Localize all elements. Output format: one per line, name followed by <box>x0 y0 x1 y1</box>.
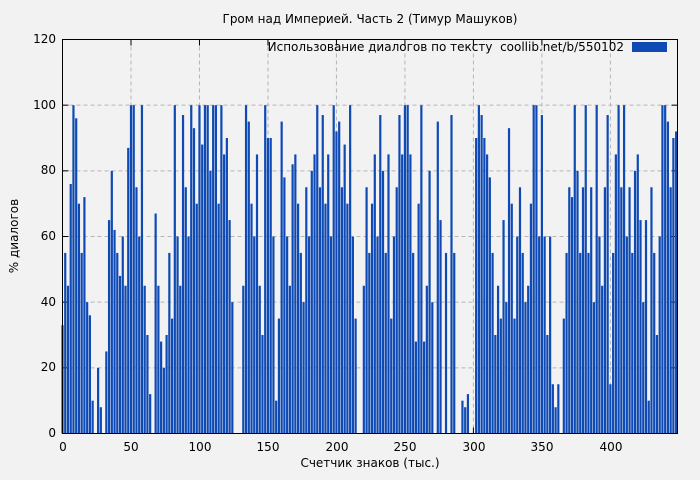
x-tick-label: 400 <box>599 440 623 454</box>
legend-swatch <box>632 42 667 52</box>
y-axis-title: % диалогов <box>7 198 21 274</box>
chart-title: Гром над Империей. Часть 2 (Тимур Машуко… <box>222 12 518 26</box>
x-tick-label: 250 <box>393 440 417 454</box>
x-tick-label: 300 <box>462 440 486 454</box>
y-tick-label: 100 <box>33 98 56 112</box>
x-tick-label: 350 <box>530 440 554 454</box>
y-tick-label: 120 <box>33 32 56 46</box>
x-tick-label: 150 <box>256 440 280 454</box>
x-tick-label: 50 <box>123 440 139 454</box>
legend-label: Использование диалогов по тексту coollib… <box>267 40 624 54</box>
legend: Использование диалогов по тексту coollib… <box>268 40 667 54</box>
y-tick-label: 20 <box>40 360 56 374</box>
x-tick-label: 200 <box>325 440 349 454</box>
y-tick-label: 60 <box>40 229 56 243</box>
y-tick-label: 0 <box>48 426 56 440</box>
x-tick-label: 0 <box>59 440 67 454</box>
x-tick-label: 100 <box>188 440 212 454</box>
y-tick-label: 80 <box>40 163 56 177</box>
x-axis-title: Счетчик знаков (тыс.) <box>300 456 440 470</box>
y-tick-label: 40 <box>40 295 56 309</box>
